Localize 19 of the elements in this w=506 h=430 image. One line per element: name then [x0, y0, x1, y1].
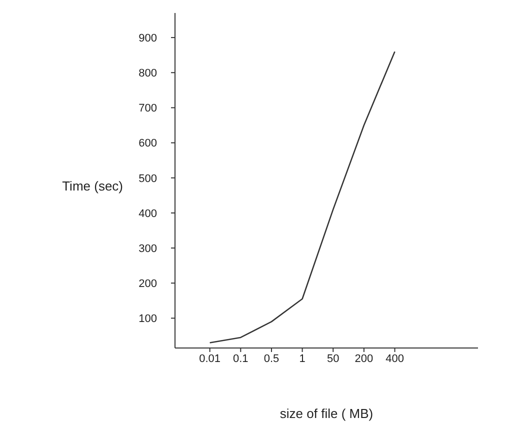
x-tick-label: 0.5 — [264, 352, 280, 365]
x-axis-title: size of file ( MB) — [280, 406, 374, 421]
line-series — [209, 50, 396, 344]
x-tick-label: 50 — [327, 352, 340, 365]
y-tick-label: 900 — [138, 32, 157, 44]
y-tick-label: 400 — [138, 208, 157, 220]
x-tick-label: 200 — [354, 352, 374, 365]
y-tick-label: 300 — [138, 242, 157, 255]
y-tick-label: 100 — [138, 313, 157, 326]
y-tick-label: 700 — [138, 102, 157, 115]
y-axis-title: Time (sec) — [62, 178, 123, 194]
y-tick-label: 500 — [138, 172, 157, 185]
x-tick-label: 1 — [299, 352, 306, 365]
x-tick-label: 0.1 — [233, 352, 248, 365]
y-tick-label: 800 — [138, 68, 157, 80]
x-tick-label: 0.01 — [199, 352, 221, 365]
y-tick-label: 600 — [138, 138, 157, 150]
x-tick-label: 400 — [386, 352, 404, 365]
y-tick-label: 200 — [138, 278, 157, 290]
